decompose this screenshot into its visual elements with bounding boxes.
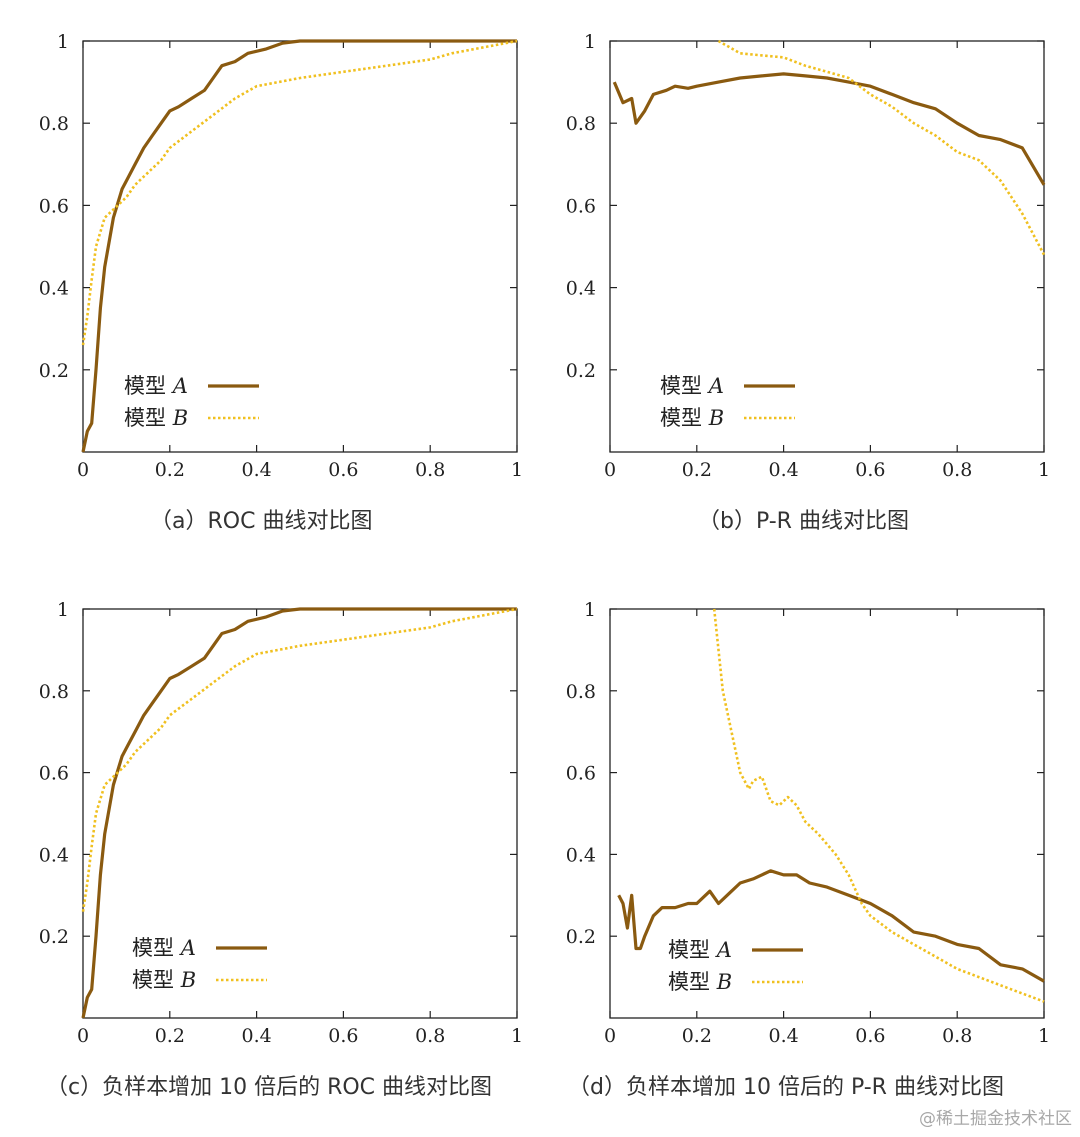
caption-b: （b）P-R 曲线对比图 <box>698 509 909 534</box>
x-tick-label: 0.8 <box>415 1025 445 1047</box>
series-line-model-a <box>617 869 1045 983</box>
x-tick-label: 0.6 <box>328 1025 358 1047</box>
x-tick-label: 0 <box>604 459 616 481</box>
x-tick-label: 0.4 <box>768 1025 798 1047</box>
x-tick-label: 0.4 <box>241 1025 271 1047</box>
caption-d: （d）负样本增加 10 倍后的 P-R 曲线对比图 <box>568 1075 1004 1100</box>
series-line-model-a <box>612 72 1046 186</box>
y-tick-label: 0.2 <box>39 926 69 948</box>
y-tick-label: 0.6 <box>39 763 69 785</box>
x-tick-label: 1 <box>1038 1025 1050 1047</box>
y-tick-label: 0.8 <box>566 681 596 703</box>
y-tick-label: 1 <box>584 31 596 53</box>
legend-label-model-a: 模型 A <box>660 374 724 398</box>
x-tick-label: 1 <box>511 1025 523 1047</box>
y-tick-label: 1 <box>57 31 69 53</box>
x-tick-label: 0 <box>77 1025 89 1047</box>
y-tick-label: 0.2 <box>566 360 596 382</box>
y-tick-label: 0.8 <box>566 113 596 135</box>
series-line-model-b <box>717 39 1046 256</box>
series-line-model-a <box>81 607 517 1019</box>
chart-b: 0 0.2 0.4 0.6 0.8 1 0.2 0.4 0.6 0.8 1 模型 A 模型 B <box>566 31 1050 481</box>
series-line-model-b <box>81 607 518 912</box>
x-tick-label: 0.2 <box>155 1025 185 1047</box>
x-tick-label: 0.4 <box>241 459 271 481</box>
chart-d: 0 0.2 0.4 0.6 0.8 1 0.2 0.4 0.6 0.8 1 模型 A 模型 B <box>566 599 1050 1047</box>
legend-label-model-a: 模型 A <box>668 938 732 962</box>
y-tick-label: 1 <box>57 599 69 621</box>
x-tick-label: 1 <box>511 459 523 481</box>
x-tick-label: 0.8 <box>415 459 445 481</box>
x-tick-label: 0.6 <box>328 459 358 481</box>
y-tick-label: 0.4 <box>39 278 69 300</box>
x-tick-label: 0 <box>77 459 89 481</box>
y-tick-label: 0.8 <box>39 681 69 703</box>
series-line-model-b <box>81 39 518 346</box>
series-line-model-b <box>712 608 1045 1003</box>
caption-c: （c）负样本增加 10 倍后的 ROC 曲线对比图 <box>46 1075 493 1100</box>
x-tick-label: 0.2 <box>682 1025 712 1047</box>
y-tick-label: 0.2 <box>566 926 596 948</box>
chart-c: 0 0.2 0.4 0.6 0.8 1 0.2 0.4 0.6 0.8 1 模型 A 模型 B <box>39 599 523 1047</box>
y-tick-label: 0.2 <box>39 360 69 382</box>
y-tick-label: 0.4 <box>39 844 69 866</box>
plot-frame <box>609 40 1045 453</box>
legend-label-model-b: 模型 B <box>132 968 196 992</box>
x-tick-label: 0.8 <box>942 459 972 481</box>
x-tick-label: 0.4 <box>768 459 798 481</box>
y-tick-label: 0.4 <box>566 278 596 300</box>
x-tick-label: 0.2 <box>155 459 185 481</box>
x-tick-label: 1 <box>1038 459 1050 481</box>
y-tick-label: 0.6 <box>39 195 69 217</box>
caption-a: （a）ROC 曲线对比图 <box>150 509 373 534</box>
x-tick-label: 0 <box>604 1025 616 1047</box>
chart-a: 0 0.2 0.4 0.6 0.8 1 0.2 0.4 0.6 0.8 1 模型 A 模型 B <box>39 31 523 481</box>
x-tick-label: 0.6 <box>855 459 885 481</box>
y-tick-label: 0.8 <box>39 113 69 135</box>
legend-label-model-b: 模型 B <box>124 406 188 430</box>
y-tick-label: 0.6 <box>566 195 596 217</box>
y-tick-label: 0.4 <box>566 844 596 866</box>
plot-frame <box>609 608 1045 1019</box>
legend-label-model-b: 模型 B <box>668 970 732 994</box>
x-tick-label: 0.2 <box>682 459 712 481</box>
legend-label-model-b: 模型 B <box>660 406 724 430</box>
y-tick-label: 1 <box>584 599 596 621</box>
y-tick-label: 0.6 <box>566 763 596 785</box>
legend-label-model-a: 模型 A <box>124 374 188 398</box>
watermark-text: @稀土掘金技术社区 <box>919 1109 1072 1129</box>
legend-label-model-a: 模型 A <box>132 936 196 960</box>
x-tick-label: 0.6 <box>855 1025 885 1047</box>
x-tick-label: 0.8 <box>942 1025 972 1047</box>
series-line-model-a <box>81 39 517 453</box>
